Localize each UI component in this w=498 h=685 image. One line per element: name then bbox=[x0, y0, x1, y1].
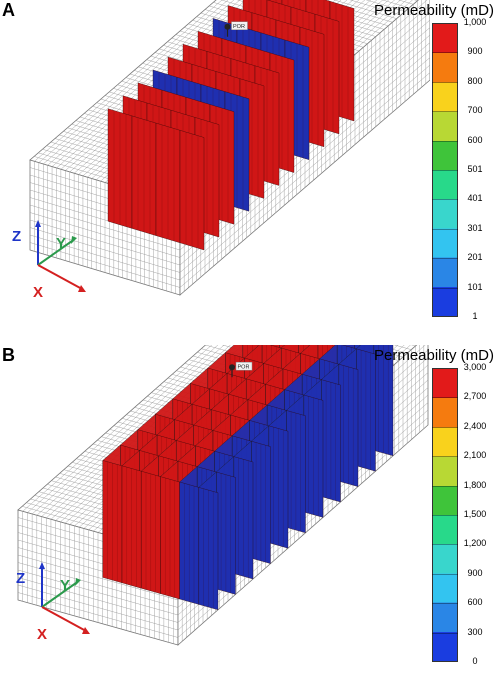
well-label: POR bbox=[233, 24, 245, 30]
grid-line bbox=[179, 57, 430, 273]
grid-line bbox=[29, 227, 181, 273]
grid-line bbox=[29, 212, 181, 258]
colorbar-tick-mark bbox=[432, 426, 458, 428]
colorbar-tick-label: 1 bbox=[472, 311, 478, 321]
colorbar-tick-mark bbox=[432, 287, 458, 289]
colorbar-tick-mark bbox=[432, 258, 458, 260]
z-axis-label: Z bbox=[16, 570, 25, 587]
colorbar-tick-label: 600 bbox=[467, 134, 483, 145]
colorbar-tick-mark bbox=[432, 111, 458, 113]
grid-line bbox=[29, 204, 181, 251]
x-axis bbox=[41, 606, 87, 632]
y-axis-arrow bbox=[71, 236, 77, 244]
colorbar-tick-label: 600 bbox=[467, 597, 483, 608]
colorbar-b bbox=[432, 368, 458, 662]
colorbar-tick-mark bbox=[432, 228, 458, 230]
well-tag bbox=[235, 361, 253, 371]
z-axis-arrow bbox=[39, 562, 45, 569]
grid-line bbox=[333, 0, 397, 19]
colorbar-tick-label: 101 bbox=[467, 281, 483, 292]
legend-title-b: Permeability (mD) bbox=[373, 347, 494, 364]
y-axis-label: Y bbox=[60, 577, 70, 594]
colorbar-tick-mark bbox=[432, 573, 458, 575]
grid-line bbox=[17, 554, 179, 601]
grid-line bbox=[29, 234, 181, 281]
well-tag bbox=[231, 21, 248, 30]
colorbar-tick-label: 401 bbox=[467, 193, 483, 204]
grid-line bbox=[179, 72, 430, 288]
colorbar-a bbox=[432, 23, 458, 317]
colorbar-tick-mark bbox=[432, 397, 458, 399]
grid-line bbox=[17, 577, 179, 623]
colorbar-tick-mark bbox=[432, 456, 458, 458]
colorbar-tick-label: 1,200 bbox=[463, 538, 487, 549]
colorbar-tick-label: 501 bbox=[467, 164, 483, 174]
x-axis-arrow bbox=[78, 285, 86, 292]
grid-line bbox=[349, 0, 401, 16]
x-axis-label: X bbox=[37, 626, 47, 643]
panel-b: POR Z Y X B Permeability (mD) 3,000 2,700 2,4… bbox=[0, 345, 498, 680]
colorbar-tick-label: 1,800 bbox=[463, 479, 487, 490]
grid-line bbox=[317, 0, 393, 23]
x-axis bbox=[37, 264, 83, 290]
colorbar-tick-mark bbox=[432, 544, 458, 546]
colorbar-tick-mark bbox=[432, 170, 458, 171]
colorbar-tick-mark bbox=[432, 140, 458, 142]
grid-line bbox=[17, 562, 179, 608]
colorbar-tick-label: 700 bbox=[467, 105, 483, 116]
colorbar-tick-label: 201 bbox=[467, 252, 483, 263]
z-axis-arrow bbox=[35, 220, 41, 227]
colorbar-tick-label: 1,500 bbox=[463, 509, 487, 519]
colorbar-tick-label: 2,700 bbox=[463, 391, 487, 402]
x-axis-arrow bbox=[82, 627, 90, 634]
panel-a: POR Z Y X A Permeability (mD) 1,000 900 800 70… bbox=[0, 0, 498, 335]
colorbar-tick-mark bbox=[432, 199, 458, 201]
panel-label-b: B bbox=[2, 345, 15, 365]
grid-line bbox=[179, 64, 430, 281]
reservoir-model-b: POR Z Y X bbox=[16, 345, 429, 646]
y-axis bbox=[37, 240, 73, 266]
colorbar-tick-label: 0 bbox=[472, 656, 478, 666]
y-axis-arrow bbox=[75, 578, 81, 586]
y-axis-label: Y bbox=[56, 235, 66, 252]
grid-line bbox=[17, 569, 179, 616]
panel-label-a: A bbox=[2, 0, 15, 20]
legend-title-a: Permeability (mD) bbox=[373, 2, 494, 19]
grid-line bbox=[365, 0, 406, 12]
colorbar-tick-label: 1,000 bbox=[463, 17, 487, 27]
grid-line bbox=[29, 242, 181, 288]
grid-line bbox=[29, 219, 181, 266]
colorbar-tick-label: 900 bbox=[467, 567, 483, 578]
colorbar-tick-mark bbox=[432, 603, 458, 605]
colorbar-tick-mark bbox=[432, 632, 458, 634]
fracture-network bbox=[107, 0, 355, 251]
colorbar-tick-label: 800 bbox=[467, 75, 483, 86]
grid-line bbox=[17, 592, 179, 638]
colorbar-tick-label: 3,000 bbox=[463, 362, 487, 372]
x-axis-label: X bbox=[33, 284, 43, 301]
colorbar-tick-label: 301 bbox=[467, 222, 483, 233]
fracture-network bbox=[102, 345, 394, 611]
colorbar-tick-mark bbox=[432, 81, 458, 83]
z-axis-label: Z bbox=[12, 228, 21, 245]
fracture-panel bbox=[198, 487, 219, 611]
colorbar-tick-mark bbox=[432, 515, 458, 516]
colorbar-tick-mark bbox=[432, 485, 458, 487]
grid-line bbox=[17, 584, 179, 631]
colorbar-tick-label: 300 bbox=[467, 626, 483, 637]
fracture-panel bbox=[179, 130, 205, 251]
colorbar-tick-label: 2,100 bbox=[463, 450, 487, 461]
colorbar-tick-mark bbox=[432, 52, 458, 54]
reservoir-model-a: POR Z Y X bbox=[12, 0, 430, 301]
colorbar-tick-label: 2,400 bbox=[463, 420, 487, 431]
y-axis bbox=[41, 582, 77, 608]
well-label: POR bbox=[238, 365, 250, 371]
grid-line bbox=[381, 0, 410, 9]
colorbar-tick-label: 900 bbox=[467, 46, 483, 57]
